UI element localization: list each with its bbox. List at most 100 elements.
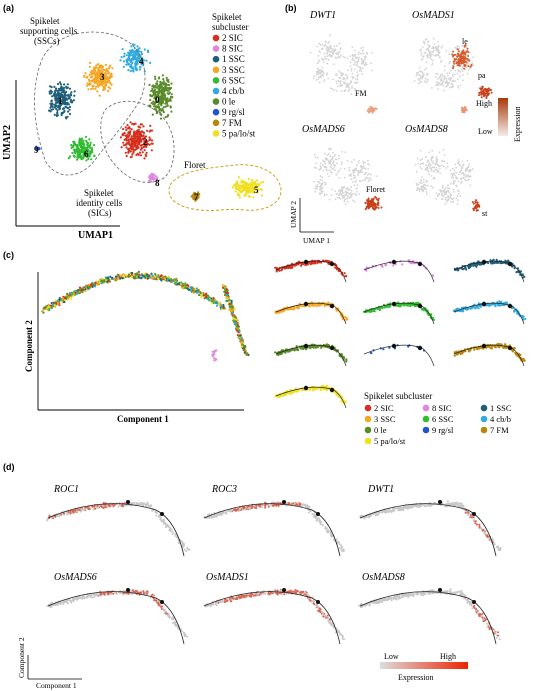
trajectory-point — [319, 303, 322, 306]
umap-point — [96, 90, 99, 93]
expr-point — [372, 203, 375, 206]
umap-point — [357, 73, 359, 76]
expr-point — [462, 49, 465, 52]
cluster-number: 1 — [58, 96, 63, 106]
expr-point — [467, 51, 470, 54]
umap-point — [370, 173, 372, 176]
umap-point — [362, 165, 365, 167]
branch-point — [507, 261, 513, 267]
umap-point — [97, 63, 100, 66]
umap-point — [337, 53, 340, 56]
umap-point — [457, 180, 460, 183]
trajectory-point — [293, 264, 296, 267]
umap-point — [86, 82, 89, 85]
umap-point — [122, 55, 126, 58]
umap-point — [78, 140, 81, 143]
umap-point — [242, 184, 245, 187]
trajectory-point — [157, 277, 160, 280]
umap-point — [426, 161, 429, 163]
legend-swatch — [212, 77, 220, 84]
umap-point — [87, 152, 91, 155]
umap-point — [139, 154, 143, 157]
umap-point — [125, 146, 128, 149]
umap-point — [73, 94, 76, 97]
umap-point — [332, 151, 334, 154]
umap-point — [131, 139, 134, 142]
umap-point — [321, 179, 324, 182]
umap-point — [157, 85, 160, 88]
legend-swatch — [212, 87, 220, 95]
umap-point — [437, 40, 440, 43]
umap-point — [58, 81, 62, 84]
umap-point — [370, 62, 372, 65]
umap-point — [466, 72, 469, 75]
umap-point — [169, 95, 173, 98]
umap-point — [348, 88, 351, 91]
trajectory-point — [189, 286, 192, 289]
umap-point — [252, 196, 255, 199]
umap-point — [128, 140, 131, 144]
umap-point — [357, 58, 360, 61]
umap-point — [85, 155, 89, 158]
umap-point — [360, 47, 363, 49]
umap-point — [145, 154, 148, 158]
trajectory-point — [213, 359, 216, 362]
trajectory-point — [224, 286, 227, 289]
umap-point — [466, 174, 469, 177]
trajectory-point — [100, 282, 103, 285]
umap-point — [340, 161, 343, 164]
umap-point — [79, 145, 82, 148]
umap-point — [365, 176, 368, 179]
b-y-label: UMAP 2 — [289, 201, 298, 228]
umap-point — [323, 193, 326, 196]
umap-point — [362, 46, 365, 49]
umap-point — [80, 139, 83, 142]
umap-point — [443, 188, 446, 191]
umap-point — [243, 180, 246, 183]
umap-point — [197, 191, 200, 194]
umap-point — [428, 173, 430, 176]
trajectory-point — [211, 350, 214, 353]
trajectory-point — [497, 261, 500, 264]
trajectory-point — [200, 296, 203, 299]
umap-point — [443, 154, 446, 157]
umap-point — [347, 196, 349, 199]
umap-point — [165, 76, 168, 79]
umap-point — [426, 81, 428, 83]
umap-point — [106, 70, 109, 73]
umap-point — [143, 136, 147, 139]
gene-umaps — [309, 34, 493, 212]
umap-point — [151, 89, 154, 92]
umap-point — [350, 186, 353, 188]
umap-point — [432, 49, 435, 52]
umap-point — [87, 78, 91, 81]
umap-point — [356, 78, 359, 81]
umap-point — [69, 155, 72, 158]
legend-label: 8 SIC — [222, 44, 243, 54]
umap-point — [316, 62, 319, 65]
expr-point — [472, 202, 475, 205]
trajectory-small-multiples — [274, 258, 527, 409]
expr-point — [370, 198, 373, 201]
umap-point — [437, 88, 439, 91]
trajectory-point — [184, 284, 187, 287]
trajectory-point — [127, 273, 130, 276]
trajectory-point — [309, 263, 312, 266]
umap-point — [353, 59, 356, 62]
umap-point — [421, 158, 423, 161]
trajectory-point — [233, 308, 236, 311]
umap-point — [346, 200, 349, 203]
umap-point — [458, 173, 460, 176]
umap-point — [339, 167, 342, 170]
panel-c: (c) Component 1 Component 2 Spikelet sub… — [3, 250, 527, 446]
umap-point — [457, 159, 460, 161]
legend-swatch — [212, 34, 220, 42]
trajectory-point — [46, 306, 50, 309]
umap-point — [329, 148, 331, 151]
umap-point — [322, 71, 325, 74]
umap-point — [140, 53, 143, 56]
expr-point — [488, 92, 491, 95]
umap-point — [245, 192, 248, 195]
gene-umap — [309, 34, 378, 114]
umap-point — [425, 67, 428, 70]
